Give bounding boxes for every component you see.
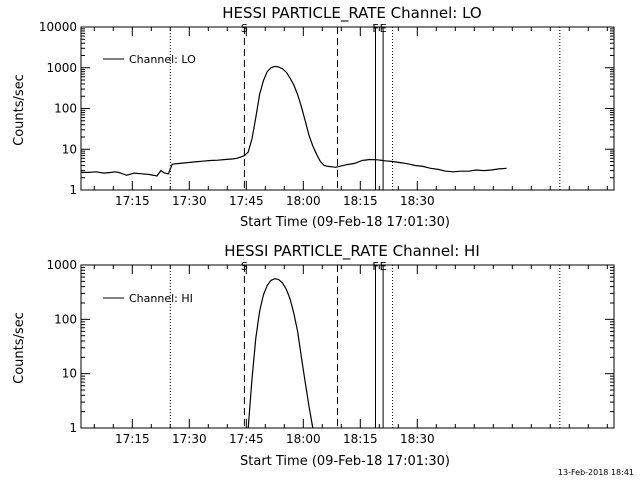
y-tick-label: 100: [54, 102, 77, 116]
y-tick-label: 10: [62, 142, 77, 156]
y-tick-label: 1: [69, 421, 77, 435]
legend-hi: Channel: HI: [103, 292, 193, 305]
marker-label: E: [380, 260, 387, 273]
data-line-channelhi: [247, 278, 314, 429]
plot-frame-hi: [80, 264, 615, 429]
y-tick-labels-hi: 1 10 100 1000: [46, 258, 77, 435]
y-tick-label: 10000: [39, 20, 77, 34]
marker-label: E: [380, 22, 387, 35]
x-tick-labels-lo: 17:15 17:30 17:45 18:00 18:15 18:30: [115, 194, 435, 208]
x-axis-label-lo: Start Time (09-Feb-18 17:01:30): [240, 215, 450, 230]
chart-title-lo: HESSI PARTICLE_RATE Channel: LO: [222, 4, 481, 23]
plot-frame-lo: [80, 26, 615, 191]
chart-title-hi: HESSI PARTICLE_RATE Channel: HI: [224, 242, 480, 261]
marker-label: S: [241, 260, 248, 273]
x-tick-label: 18:00: [286, 432, 321, 446]
x-tick-label: 17:30: [172, 432, 207, 446]
x-axis-label-hi: Start Time (09-Feb-18 17:01:30): [240, 454, 450, 469]
x-tick-label: 17:45: [229, 194, 264, 208]
data-line-channello: [81, 65, 507, 177]
legend-lo: Channel: LO: [103, 53, 196, 66]
marker-label: F: [372, 260, 378, 273]
x-tick-labels-hi: 17:15 17:30 17:45 18:00 18:15 18:30: [115, 432, 435, 446]
marker-label: S: [241, 22, 248, 35]
x-tick-label: 18:15: [343, 194, 378, 208]
x-tick-label: 17:15: [115, 432, 150, 446]
y-tick-label: 1: [69, 183, 77, 197]
y-tick-label: 1000: [46, 258, 77, 272]
x-tick-label: 18:30: [400, 432, 435, 446]
y-tick-label: 10: [62, 367, 77, 381]
timestamp-footer: 13-Feb-2018 18:41: [558, 468, 634, 477]
x-tick-label: 17:30: [172, 194, 207, 208]
x-tick-label: 17:15: [115, 194, 150, 208]
series-hi: [247, 278, 314, 429]
series-lo: [81, 65, 507, 177]
x-tick-label: 18:30: [400, 194, 435, 208]
x-tick-label: 17:45: [229, 432, 264, 446]
legend-label-hi: Channel: HI: [129, 292, 193, 305]
y-axis-label-hi: Counts/sec: [12, 312, 27, 384]
y-axis-label-lo: Counts/sec: [12, 74, 27, 146]
marker-label: F: [372, 22, 378, 35]
y-tick-label: 1000: [46, 61, 77, 75]
axis-ticks-lo: [81, 26, 614, 191]
x-tick-label: 18:00: [286, 194, 321, 208]
legend-label-lo: Channel: LO: [129, 53, 196, 66]
x-tick-label: 18:15: [343, 432, 378, 446]
y-tick-labels-lo: 1 10 100 1000 10000: [39, 20, 77, 197]
y-tick-label: 100: [54, 312, 77, 326]
axis-ticks-hi: [81, 264, 614, 429]
